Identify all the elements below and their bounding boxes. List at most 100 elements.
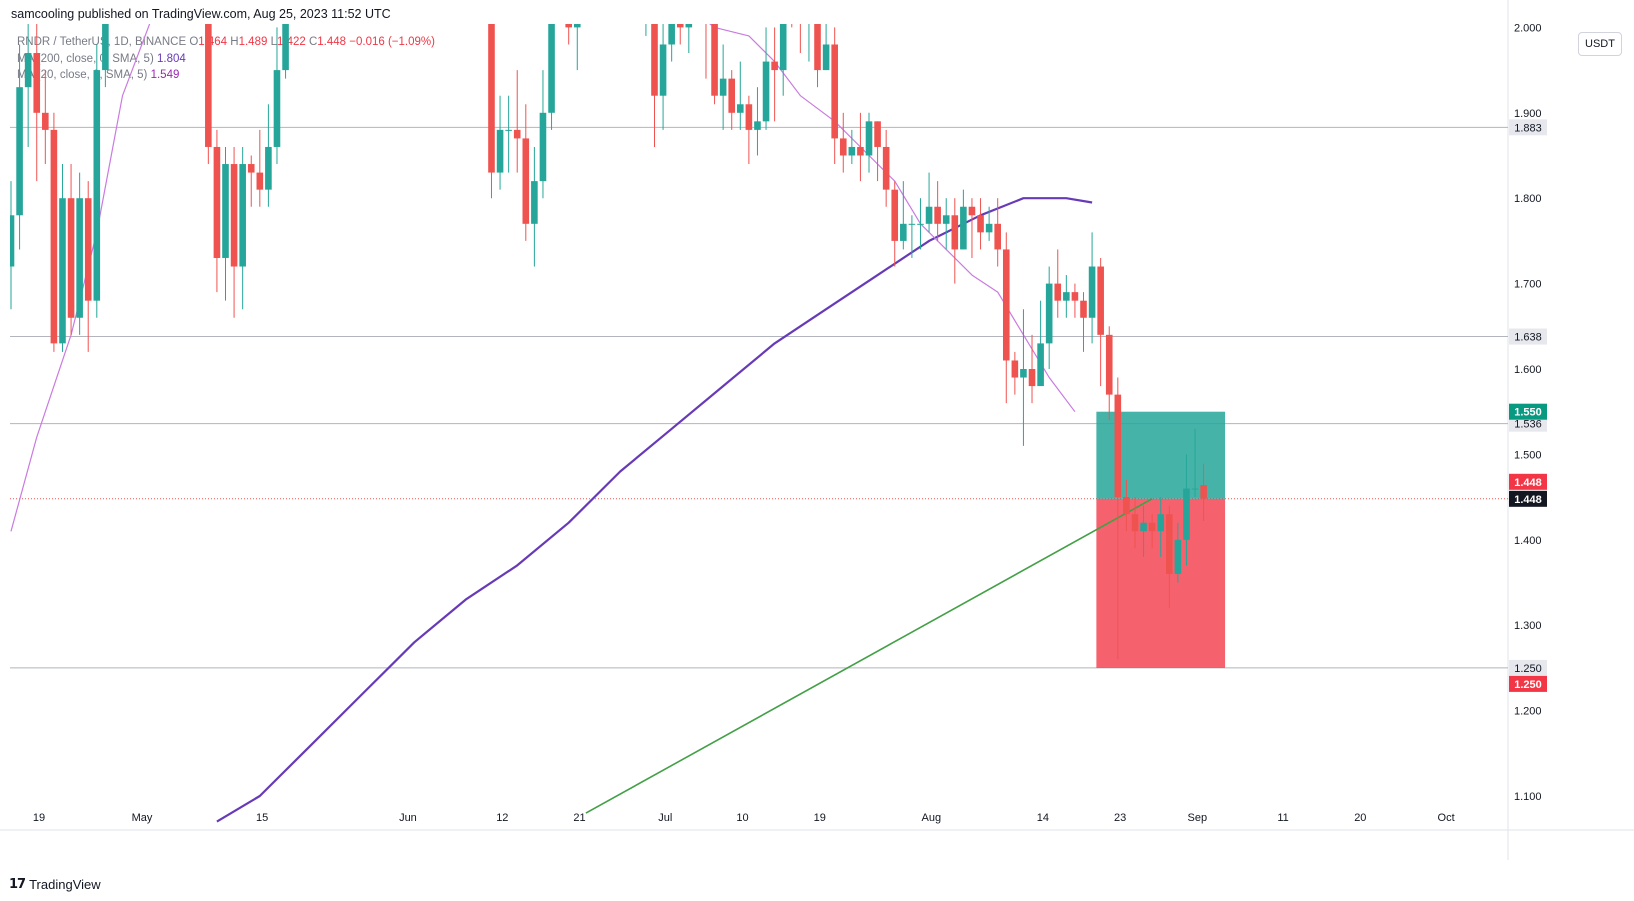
currency-button[interactable]: USDT — [1578, 32, 1622, 56]
ohlc-close-label: C — [308, 36, 318, 48]
plot-area — [10, 0, 1508, 823]
candle-up — [1191, 428, 1199, 498]
candle-body — [848, 146, 856, 156]
candle-down — [951, 198, 959, 284]
candle-down — [705, 24, 707, 79]
candle-down — [488, 24, 495, 199]
candle-up — [960, 189, 967, 250]
ma20-legend-row[interactable]: MA (20, close, 0, SMA, 5) 1.549 — [17, 67, 435, 84]
candle-body — [496, 129, 504, 173]
candle-down — [745, 95, 753, 165]
candle-body — [685, 24, 693, 28]
candle-body — [762, 61, 770, 122]
candle-body — [205, 24, 212, 147]
candle-body — [1140, 522, 1147, 532]
ma200-legend-row[interactable]: MA (200, close, 0, SMA, 5) 1.804 — [17, 51, 435, 68]
candle-up — [16, 44, 23, 250]
candle-body — [84, 198, 92, 301]
candle-down — [728, 70, 736, 130]
candle-body — [50, 129, 58, 344]
candle-down — [1166, 505, 1173, 609]
candle-body — [925, 206, 933, 224]
candle-up — [76, 172, 83, 335]
candle-body — [806, 2, 813, 11]
y-tick-label: 1.200 — [1514, 706, 1542, 718]
ohlc-open-label: O — [189, 36, 199, 48]
candle-body — [745, 104, 753, 130]
candle-down — [799, 24, 801, 54]
candle-down — [1011, 351, 1019, 395]
tradingview-logo-icon[interactable]: 17 — [9, 877, 26, 892]
candle-body — [1105, 334, 1113, 395]
candle-up — [496, 95, 504, 190]
candle-down — [84, 181, 92, 352]
candle-body — [822, 44, 830, 71]
candle-body — [994, 223, 1001, 250]
dark-price-tag — [1509, 490, 1547, 507]
candle-up — [762, 27, 770, 130]
candle-down — [205, 24, 212, 165]
candle-up — [1157, 497, 1165, 557]
ohlc-high-label: H — [230, 36, 239, 48]
candle-body — [42, 112, 49, 130]
candle-up — [93, 44, 101, 318]
candle-down — [711, 24, 718, 105]
candle-body — [1148, 522, 1156, 532]
candle-up — [908, 215, 916, 258]
ma20-label: MA (20, close, 0, SMA, 5) — [17, 69, 148, 81]
candle-up — [848, 129, 856, 165]
candle-up — [1088, 232, 1096, 344]
candle-body — [1174, 539, 1182, 574]
candle-body — [839, 138, 847, 156]
candle-body — [1123, 497, 1130, 515]
chart-legend: RNDR / TetherUS, 1D, BINANCE O1.464 H1.4… — [17, 34, 435, 84]
footer: 17 TradingView — [9, 877, 101, 892]
candle-body — [539, 112, 547, 182]
tradingview-brand[interactable]: TradingView — [29, 877, 101, 892]
y-tick-label: 1.700 — [1514, 279, 1542, 291]
candle-down — [882, 129, 890, 207]
candle-body — [256, 172, 264, 190]
candle-down — [771, 27, 778, 122]
candle-down — [968, 198, 976, 258]
level-price-tag — [1509, 659, 1547, 676]
y-tick-label: 1.400 — [1514, 535, 1542, 547]
candle-up — [1174, 522, 1182, 583]
candle-up — [822, 24, 830, 71]
candle-up — [694, 0, 701, 2]
candle-down — [651, 24, 658, 147]
candle-body — [737, 104, 744, 113]
candle-body — [934, 206, 941, 224]
candle-down — [1131, 497, 1139, 549]
candle-up — [659, 24, 667, 130]
candle-up — [1140, 505, 1147, 557]
candle-down — [1080, 292, 1087, 352]
candle-body — [814, 24, 821, 71]
candle-up — [719, 44, 727, 130]
candle-down — [1200, 463, 1207, 522]
candle-body — [239, 164, 246, 267]
candle-up — [865, 112, 873, 173]
x-tick-label: 19 — [814, 812, 826, 824]
candle-body — [565, 24, 572, 28]
candle-body — [1191, 488, 1199, 490]
candle-up — [1063, 275, 1070, 318]
candle-up — [917, 198, 924, 250]
candle-up — [583, 0, 590, 10]
candle-body — [1011, 360, 1019, 378]
candle-up — [239, 146, 246, 310]
candle-body — [1028, 369, 1036, 387]
candle-down — [67, 164, 75, 335]
candle-down — [891, 181, 899, 267]
y-tick-label: 1.900 — [1514, 108, 1542, 120]
candle-body — [960, 206, 967, 250]
level-price-tag — [1509, 119, 1547, 136]
x-tick-label: 10 — [736, 812, 748, 824]
candle-down — [256, 129, 264, 207]
candle-body — [728, 78, 736, 113]
y-tick-label: 1.800 — [1514, 193, 1542, 205]
candle-up — [806, 2, 813, 62]
candle-up — [985, 206, 993, 241]
candle-body — [857, 146, 864, 156]
